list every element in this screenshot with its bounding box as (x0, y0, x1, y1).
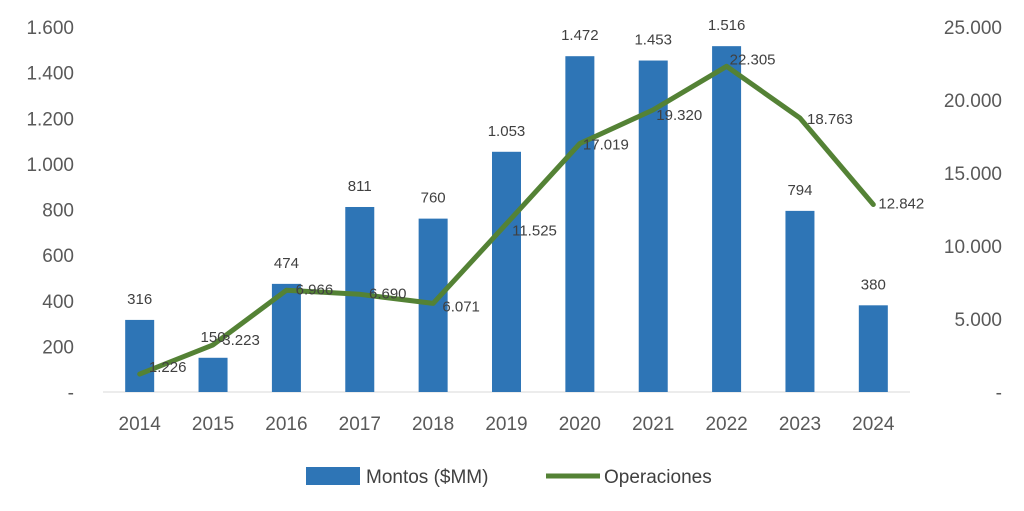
left-axis-tick-label: - (68, 383, 74, 404)
legend-label-operaciones: Operaciones (604, 467, 712, 488)
bar-montos (712, 46, 742, 392)
line-data-label: 3.223 (222, 332, 260, 349)
right-axis-tick-label: 15.000 (944, 164, 1002, 185)
right-axis-tick-label: 5.000 (954, 310, 1002, 331)
left-axis-tick-label: 1.400 (26, 64, 74, 85)
line-data-label: 19.320 (656, 107, 702, 124)
line-data-label: 17.019 (583, 137, 629, 154)
bar-montos (271, 283, 301, 392)
line-data-label: 11.525 (512, 223, 557, 240)
bar-montos (858, 305, 888, 392)
x-axis-tick-label: 2020 (559, 414, 601, 435)
left-axis: - 200 400 600 800 1.000 1.200 1.400 1.600 (26, 18, 74, 404)
bar-data-label: 794 (787, 182, 812, 199)
x-axis-tick-label: 2024 (852, 414, 895, 435)
line-data-label: 6.071 (442, 298, 480, 315)
bar-montos (785, 210, 815, 392)
bar-montos (565, 56, 595, 392)
x-axis-tick-label: 2016 (265, 414, 307, 435)
left-axis-tick-label: 1.200 (26, 109, 74, 130)
bar-montos (345, 206, 375, 392)
bar-data-label: 150 (201, 329, 226, 346)
line-data-label: 22.305 (730, 51, 776, 68)
x-axis-tick-label: 2022 (705, 414, 747, 435)
x-axis-tick-label: 2019 (485, 414, 527, 435)
legend-label-montos: Montos ($MM) (366, 467, 488, 488)
line-data-label: 6.690 (369, 285, 407, 302)
bar-data-label: 1.472 (561, 27, 599, 44)
x-axis-tick-label: 2015 (192, 414, 234, 435)
bar-data-label: 380 (861, 276, 886, 293)
line-data-label: 18.763 (807, 111, 853, 128)
right-axis-tick-label: 25.000 (944, 18, 1002, 39)
bar-data-label: 1.516 (708, 17, 746, 34)
bar-data-label: 1.053 (488, 123, 526, 140)
line-series-operaciones (137, 63, 876, 377)
bar-series-montos (125, 46, 888, 393)
bar-montos (198, 357, 228, 392)
line-data-label: 6.966 (296, 281, 334, 298)
bar-data-label: 474 (274, 255, 299, 272)
line-data-label: 12.842 (878, 196, 924, 213)
left-axis-tick-label: 1.000 (26, 155, 74, 176)
x-axis-tick-label: 2018 (412, 414, 454, 435)
left-axis-tick-label: 400 (42, 292, 74, 313)
right-axis-tick-label: 20.000 (944, 91, 1002, 112)
bar-data-label: 811 (348, 178, 372, 195)
bar-montos (492, 151, 521, 392)
right-axis-tick-label: 10.000 (944, 237, 1002, 258)
bar-data-label: 760 (421, 190, 446, 207)
legend: Montos ($MM) Operaciones (306, 467, 712, 488)
x-axis-tick-label: 2014 (119, 414, 162, 435)
left-axis-tick-label: 200 (42, 337, 74, 358)
right-axis: - 5.000 10.000 15.000 20.000 25.000 (944, 18, 1002, 404)
legend-swatch-montos (306, 467, 360, 485)
bar-data-labels: 316 150 474 811 760 1.053 1.472 1.453 1.516 794 38… (127, 17, 886, 346)
line-data-labels: 1.226 3.223 6.966 6.690 6.071 11.525 17.019 19.… (149, 51, 924, 376)
line-data-label: 1.226 (149, 359, 187, 376)
bar-data-label: 1.453 (634, 32, 672, 49)
x-axis: 2014 2015 2016 2017 2018 2019 2020 2021 2022 2023… (119, 414, 895, 435)
x-axis-tick-label: 2021 (632, 414, 674, 435)
left-axis-tick-label: 800 (42, 201, 74, 222)
x-axis-tick-label: 2017 (339, 414, 381, 435)
left-axis-tick-label: 1.600 (26, 18, 74, 39)
x-axis-tick-label: 2023 (779, 414, 821, 435)
bar-data-label: 316 (127, 291, 152, 308)
left-axis-tick-label: 600 (42, 246, 74, 267)
right-axis-tick-label: - (996, 383, 1002, 404)
bar-montos (125, 319, 155, 392)
